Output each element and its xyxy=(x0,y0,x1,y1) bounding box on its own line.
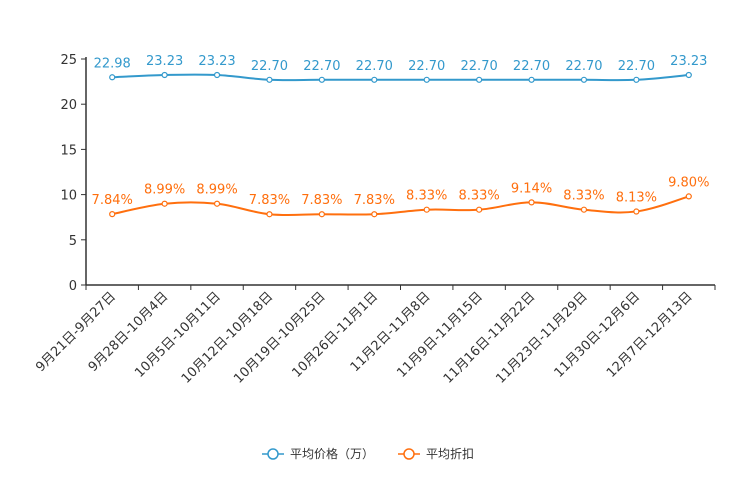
series-1-data-label: 7.84% xyxy=(92,193,133,208)
series-1-point[interactable] xyxy=(161,200,168,207)
series-0-data-label: 22.70 xyxy=(618,59,655,74)
series-0-point[interactable] xyxy=(371,76,378,83)
series-0-data-label: 22.70 xyxy=(461,59,498,74)
series-0-point[interactable] xyxy=(685,71,692,79)
series-0-data-label: 22.70 xyxy=(303,59,340,74)
series-1-point[interactable] xyxy=(318,211,325,218)
series-0-point[interactable] xyxy=(633,76,640,83)
series-1-data-label: 8.99% xyxy=(144,183,185,198)
series-0-data-label: 22.70 xyxy=(565,59,602,74)
series-1-data-label: 9.80% xyxy=(668,175,709,190)
x-tick-label: 10月19日-10月25日 xyxy=(231,289,328,386)
series-1-data-label: 8.33% xyxy=(563,189,604,204)
series-0-point[interactable] xyxy=(109,74,116,81)
series-1-data-label: 8.99% xyxy=(196,183,237,198)
legend-label: 平均折扣 xyxy=(426,446,474,461)
x-tick-label: 11月23日-11月29日 xyxy=(493,289,590,386)
y-tick-label: 25 xyxy=(60,53,77,68)
legend-marker-icon xyxy=(267,448,279,460)
series-1-point[interactable] xyxy=(633,208,640,215)
series-0-point[interactable] xyxy=(266,76,273,83)
series-0-point[interactable] xyxy=(161,71,168,79)
series-0-point[interactable] xyxy=(528,76,535,83)
series-0-point[interactable] xyxy=(423,76,430,83)
series-1-data-label: 7.83% xyxy=(354,193,395,208)
series-0-point[interactable] xyxy=(476,76,483,83)
series-0-point[interactable] xyxy=(580,76,588,83)
series-0-data-label: 23.23 xyxy=(146,54,183,69)
series-1-point[interactable] xyxy=(476,206,483,213)
series-1-point[interactable] xyxy=(685,193,692,200)
series-0-data-label: 22.98 xyxy=(94,56,131,71)
series-line-1 xyxy=(112,195,690,217)
series-1-data-label: 7.83% xyxy=(301,193,342,208)
y-tick-label: 0 xyxy=(69,279,77,294)
series-1-point[interactable] xyxy=(423,206,430,213)
y-tick-label: 10 xyxy=(60,189,77,204)
series-0-point[interactable] xyxy=(318,76,325,83)
data-labels: 22.98 23.23 23.23 22.70 22.70 22.70 22.70 22.70… xyxy=(92,54,710,208)
legend-item-0[interactable]: 平均价格（万） xyxy=(262,446,374,461)
legend-label: 平均价格（万） xyxy=(290,446,374,461)
series-1-point[interactable] xyxy=(528,199,535,206)
series-1-point[interactable] xyxy=(371,211,378,218)
x-tick-label: 10月12日-10月18日 xyxy=(179,289,276,386)
legend-marker-icon xyxy=(403,448,415,460)
series-0-data-label: 23.23 xyxy=(198,54,235,69)
series-line-0 xyxy=(112,73,689,82)
series-1-point[interactable] xyxy=(109,211,116,218)
series-1-data-label: 8.13% xyxy=(616,191,657,206)
series-1-data-label: 8.33% xyxy=(406,189,447,204)
y-tick-label: 15 xyxy=(60,143,77,158)
series-0-data-label: 22.70 xyxy=(356,59,393,74)
series-0-data-label: 22.70 xyxy=(251,59,288,74)
legend[interactable]: 平均价格（万） 平均折扣 xyxy=(262,446,474,461)
series-0-data-label: 22.70 xyxy=(513,59,550,74)
series-0-point[interactable] xyxy=(213,71,221,79)
series-1-data-label: 9.14% xyxy=(511,181,552,196)
series-1-point[interactable] xyxy=(266,211,273,218)
series-1-data-label: 8.33% xyxy=(458,189,499,204)
series-1-point[interactable] xyxy=(580,206,588,213)
y-tick-label: 20 xyxy=(60,98,77,113)
y-tick-label: 5 xyxy=(69,234,77,249)
series-lines xyxy=(109,71,692,218)
series-1-data-label: 7.83% xyxy=(249,193,290,208)
legend-item-1[interactable]: 平均折扣 xyxy=(398,446,474,461)
series-0-data-label: 23.23 xyxy=(670,54,707,69)
axes: 05101520259月21日-9月27日9月28日-10月4日10月5日-10… xyxy=(33,53,716,387)
x-tick-label: 11月16日-11月22日 xyxy=(441,289,538,386)
series-1-point[interactable] xyxy=(213,200,221,207)
series-0-data-label: 22.70 xyxy=(408,59,445,74)
